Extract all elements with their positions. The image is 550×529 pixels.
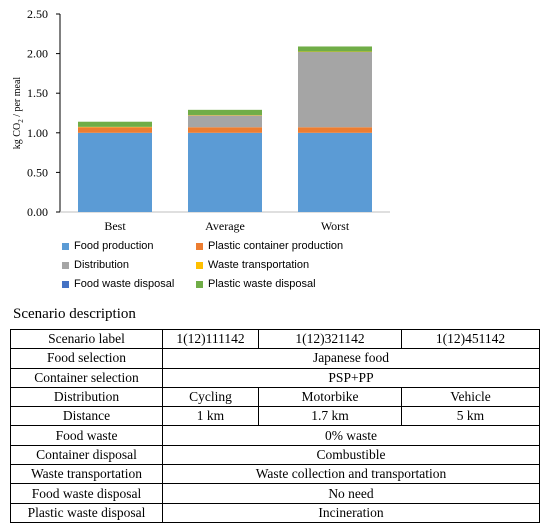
row-label: Food waste disposal (10, 483, 163, 504)
merged-cell: Incineration (162, 502, 540, 523)
table-row: Container selection PSP+PP (10, 367, 540, 388)
merged-cell: PSP+PP (162, 367, 540, 388)
table-cell: 1 km (162, 406, 259, 427)
legend-item: Waste transportation (196, 259, 309, 271)
bar-segment-plastic-waste-disposal (78, 121, 152, 127)
table-row: Distance 1 km 1.7 km 5 km (10, 406, 540, 427)
table-row: Distribution Cycling Motorbike Vehicle (10, 386, 540, 408)
merged-cell: Combustible (162, 444, 540, 466)
stacked-bar-chart: 0.00 0.50 1.00 1.50 2.00 2.50 kg CO2 / per mea… (12, 7, 390, 233)
x-tick-label: Average (205, 219, 245, 233)
y-tick-label: 1.50 (27, 86, 48, 100)
table-cell: 1(12)451142 (401, 328, 540, 350)
table-row: Waste transportation Waste collection and… (10, 464, 540, 485)
table-row: Container disposal Combustible (10, 444, 540, 466)
legend-item: Food production (62, 240, 154, 252)
table-cell: Vehicle (401, 386, 540, 408)
row-label: Scenario label (10, 328, 163, 350)
bar-segment-distribution (298, 52, 372, 128)
y-tick-label: 0.00 (27, 205, 48, 219)
table-cell: Motorbike (258, 386, 402, 408)
table-cell: 1.7 km (258, 406, 402, 427)
legend-item: Plastic waste disposal (196, 278, 316, 290)
legend-swatch (62, 261, 69, 269)
table-row: Food waste disposal No need (10, 483, 540, 504)
table-row: Scenario label 1(12)111142 1(12)321142 1(12… (10, 328, 540, 350)
row-label: Container selection (10, 367, 163, 388)
legend-swatch (62, 280, 69, 288)
y-tick-label: 2.50 (27, 7, 48, 21)
row-label: Food selection (10, 348, 163, 369)
legend-swatch (196, 242, 203, 250)
legend-label: Plastic waste disposal (208, 278, 316, 290)
bar-segment-food-production (188, 132, 262, 212)
x-tick-label: Best (104, 219, 126, 233)
legend-swatch (62, 242, 69, 250)
table-row: Food waste 0% waste (10, 425, 540, 446)
merged-cell: Waste collection and transportation (162, 464, 540, 485)
bar-segment-food-production (298, 132, 372, 212)
bar-segment-plastic-waste-disposal (188, 109, 262, 115)
y-tick-label: 0.50 (27, 165, 48, 179)
bar-segment-plastic-waste-disposal (298, 46, 372, 52)
row-label: Distance (10, 406, 163, 427)
y-tick-label: 1.00 (27, 126, 48, 140)
legend-label: Distribution (74, 259, 130, 271)
legend-label: Food production (74, 240, 154, 252)
y-axis-label: kg CO2 / per meal (12, 77, 25, 150)
x-tick-label: Worst (321, 219, 350, 233)
legend-label: Food waste disposal (74, 278, 175, 290)
table-row: Plastic waste disposal Incineration (10, 502, 540, 523)
bar-segment-plastic-container-production (78, 127, 152, 133)
table-row: Food selection Japanese food (10, 348, 540, 369)
legend-item: Plastic container production (196, 240, 343, 252)
bar-segment-plastic-container-production (188, 127, 262, 133)
legend-item: Distribution (62, 259, 129, 271)
row-label: Waste transportation (10, 464, 163, 485)
legend-swatch (196, 261, 203, 269)
scenario-title: Scenario description (13, 306, 136, 322)
bar-segment-plastic-container-production (298, 127, 372, 133)
legend-label: Plastic container production (208, 240, 344, 252)
row-label: Plastic waste disposal (10, 502, 163, 523)
row-label: Distribution (10, 386, 163, 408)
row-label: Food waste (10, 425, 163, 446)
table-cell: 5 km (401, 406, 540, 427)
table-cell: 1(12)321142 (258, 328, 402, 350)
legend-swatch (196, 280, 203, 288)
table-cell: 1(12)111142 (162, 328, 259, 350)
y-tick-label: 2.00 (27, 47, 48, 61)
scenario-table: Scenario label 1(12)111142 1(12)321142 1(12… (10, 328, 540, 523)
legend-item: Food waste disposal (62, 278, 174, 290)
table-cell: Cycling (162, 386, 259, 408)
bar-segment-food-production (78, 132, 152, 212)
merged-cell: 0% waste (162, 425, 540, 446)
bar-segment-distribution (188, 115, 262, 128)
row-label: Container disposal (10, 444, 163, 466)
merged-cell: Japanese food (162, 348, 540, 369)
legend-label: Waste transportation (208, 259, 310, 271)
merged-cell: No need (162, 483, 540, 504)
